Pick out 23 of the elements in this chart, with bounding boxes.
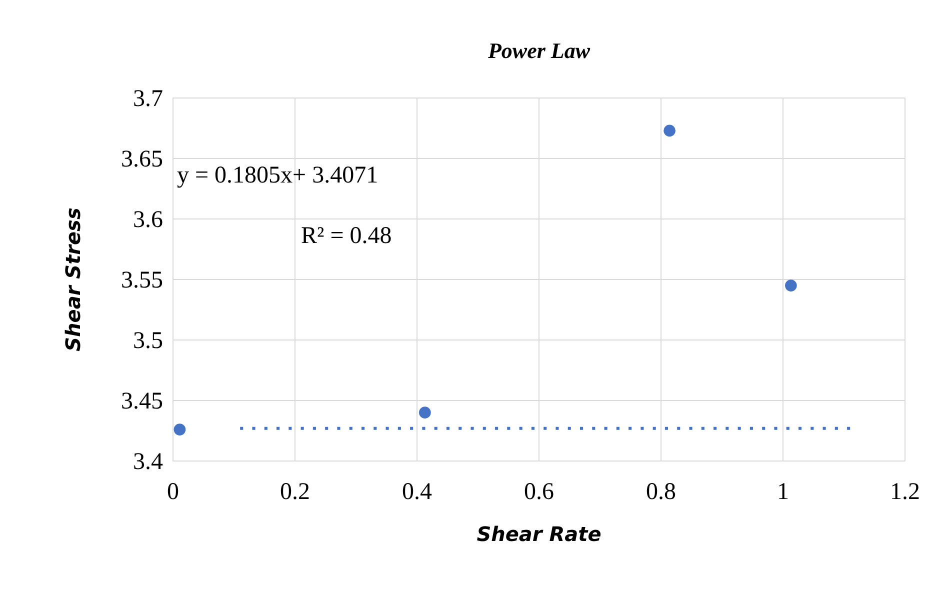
chart-title: Power Law: [486, 38, 590, 63]
point: [785, 280, 797, 292]
y-tick-label: 3.55: [121, 268, 163, 294]
point: [174, 424, 186, 436]
y-tick-label: 3.5: [133, 328, 163, 354]
x-tick-label: 1: [777, 479, 789, 505]
y-tick-label: 3.65: [121, 146, 163, 172]
x-tick-label: 0.6: [524, 479, 554, 505]
x-tick-label: 0.8: [646, 479, 676, 505]
x-tick-label: 0: [167, 479, 179, 505]
point: [664, 124, 676, 137]
y-axis-title: Shear Stress: [61, 208, 85, 352]
x-tick-label: 0.4: [402, 479, 432, 505]
y-tick-label: 3.4: [133, 449, 163, 475]
y-tick-label: 3.45: [121, 388, 163, 414]
point: [419, 406, 431, 419]
y-tick-label: 3.6: [133, 207, 163, 233]
annotation: y = 0.1805x+ 3.4071: [177, 162, 378, 189]
x-tick-label: 1.2: [890, 479, 920, 505]
x-tick-label: 0.2: [280, 479, 310, 505]
annotation: R² = 0.48: [301, 223, 392, 250]
y-tick-label: 3.7: [133, 86, 163, 112]
x-axis-title: Shear Rate: [476, 522, 602, 546]
